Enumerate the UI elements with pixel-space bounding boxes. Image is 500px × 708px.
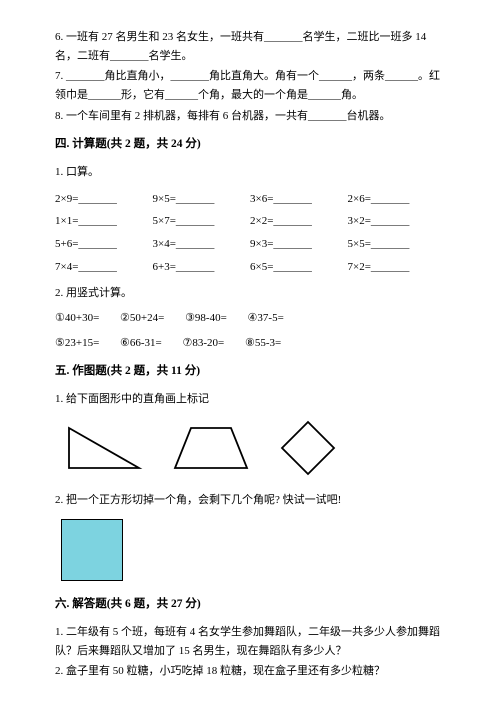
vert-item: ②50+24= xyxy=(120,309,164,328)
diamond-shape xyxy=(279,419,337,477)
calc-cell: 3×4=_______ xyxy=(153,233,251,256)
vert-item: ⑤23+15= xyxy=(55,334,99,353)
section5-title: 五. 作图题(共 2 题，共 11 分) xyxy=(55,362,445,382)
calc-cell: 9×5=_______ xyxy=(153,188,251,211)
blue-square xyxy=(61,519,123,581)
fill-q8: 8. 一个车间里有 2 排机器，每排有 6 台机器，一共有_______台机器。 xyxy=(55,107,445,126)
trapezoid-shape xyxy=(171,424,251,472)
section4-q1-label: 1. 口算。 xyxy=(55,163,445,182)
section6-title: 六. 解答题(共 6 题，共 27 分) xyxy=(55,595,445,615)
vert-row-2: ⑤23+15= ⑥66-31= ⑦83-20= ⑧55-3= xyxy=(55,334,445,353)
calc-cell: 5+6=_______ xyxy=(55,233,153,256)
table-row: 1×1=_______ 5×7=_______ 2×2=_______ 3×2=… xyxy=(55,210,445,233)
calc-cell: 3×6=_______ xyxy=(250,188,348,211)
section5-q1: 1. 给下面图形中的直角画上标记 xyxy=(55,390,445,409)
calc-cell: 3×2=_______ xyxy=(348,210,446,233)
calc-cell: 7×4=_______ xyxy=(55,256,153,279)
vert-item: ③98-40= xyxy=(185,309,227,328)
vert-item: ①40+30= xyxy=(55,309,99,328)
calc-cell: 2×9=_______ xyxy=(55,188,153,211)
vert-row-1: ①40+30= ②50+24= ③98-40= ④37-5= xyxy=(55,309,445,328)
section6-q1: 1. 二年级有 5 个班，每班有 4 名女学生参加舞蹈队，二年级一共多少人参加舞… xyxy=(55,623,445,660)
fill-q6: 6. 一班有 27 名男生和 23 名女生，一班共有_______名学生，二班比… xyxy=(55,28,445,65)
table-row: 2×9=_______ 9×5=_______ 3×6=_______ 2×6=… xyxy=(55,188,445,211)
calc-cell: 6×5=_______ xyxy=(250,256,348,279)
calc-cell: 5×5=_______ xyxy=(348,233,446,256)
table-row: 7×4=_______ 6+3=_______ 6×5=_______ 7×2=… xyxy=(55,256,445,279)
shapes-row xyxy=(65,419,445,477)
section6-q2: 2. 盒子里有 50 粒糖，小巧吃掉 18 粒糖，现在盒子里还有多少粒糖？ xyxy=(55,662,445,681)
calc-cell: 6+3=_______ xyxy=(153,256,251,279)
calc-cell: 9×3=_______ xyxy=(250,233,348,256)
calc-cell: 2×6=_______ xyxy=(348,188,446,211)
section4-title: 四. 计算题(共 2 题，共 24 分) xyxy=(55,135,445,155)
calc-table: 2×9=_______ 9×5=_______ 3×6=_______ 2×6=… xyxy=(55,188,445,279)
table-row: 5+6=_______ 3×4=_______ 9×3=_______ 5×5=… xyxy=(55,233,445,256)
calc-cell: 1×1=_______ xyxy=(55,210,153,233)
vert-item: ⑧55-3= xyxy=(245,334,281,353)
calc-cell: 2×2=_______ xyxy=(250,210,348,233)
calc-cell: 7×2=_______ xyxy=(348,256,446,279)
calc-cell: 5×7=_______ xyxy=(153,210,251,233)
vert-item: ④37-5= xyxy=(248,309,284,328)
fill-q7: 7. _______角比直角小，_______角比直角大。角有一个______，… xyxy=(55,67,445,104)
vert-item: ⑥66-31= xyxy=(120,334,162,353)
section4-q2-label: 2. 用竖式计算。 xyxy=(55,284,445,303)
triangle-shape xyxy=(65,424,143,472)
section5-q2: 2. 把一个正方形切掉一个角，会剩下几个角呢? 快试一试吧! xyxy=(55,491,445,510)
vert-item: ⑦83-20= xyxy=(183,334,225,353)
